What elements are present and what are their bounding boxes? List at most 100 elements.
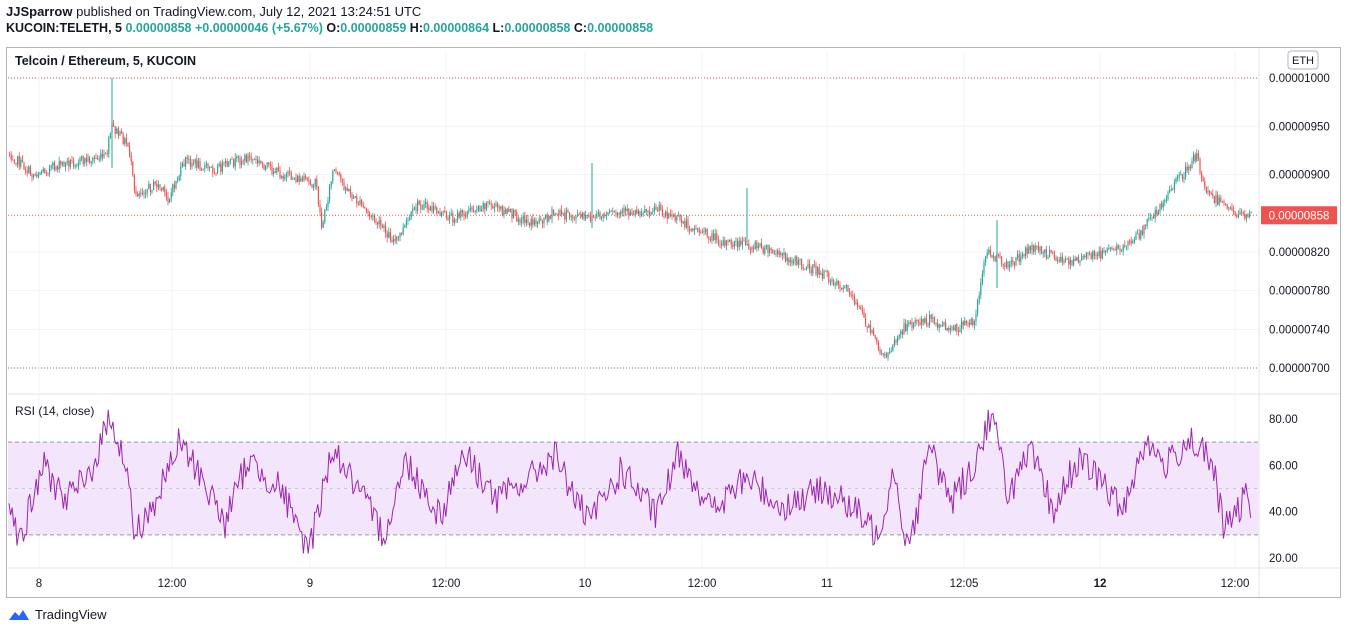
candle-body — [1236, 215, 1238, 217]
candle-body — [546, 214, 548, 222]
candle-body — [642, 212, 644, 214]
candle-body — [127, 143, 129, 146]
candle-body — [604, 214, 606, 216]
candle-body — [89, 157, 91, 163]
candle-body — [847, 285, 849, 292]
candle-body — [10, 154, 12, 160]
publish-info: published on TradingView.com, July 12, 2… — [76, 4, 422, 19]
candle-body — [612, 211, 614, 213]
candle-body — [1177, 176, 1179, 179]
candle-body — [549, 215, 551, 219]
candle-body — [316, 179, 318, 188]
candle-body — [237, 156, 239, 158]
candle-body — [730, 239, 732, 245]
candle-body — [233, 159, 235, 167]
candle-body — [1047, 257, 1049, 259]
candle-body — [343, 182, 345, 190]
candle-body — [1165, 199, 1167, 201]
candle-body — [148, 183, 150, 190]
candle-body — [1073, 258, 1075, 266]
candle-body — [1015, 257, 1017, 266]
candle-body — [1023, 254, 1025, 256]
candle-body — [108, 137, 110, 154]
candle-body — [20, 159, 22, 167]
candle-body — [490, 204, 492, 206]
candle-body — [412, 208, 414, 212]
candle-body — [308, 180, 310, 181]
chart-svg[interactable]: 0.00001000 0.00000950 0.00000900 0.00000820… — [7, 48, 1340, 597]
candle-body — [783, 252, 785, 256]
candle-body — [770, 248, 772, 250]
candle-body — [271, 165, 273, 174]
candle-body — [975, 314, 977, 322]
candle-body — [660, 204, 662, 210]
candle-body — [1151, 216, 1153, 218]
candle-body — [479, 206, 481, 211]
candle-body — [884, 353, 886, 355]
candle-body — [1057, 259, 1059, 261]
candle-body — [1097, 254, 1099, 256]
candle-body — [789, 260, 791, 263]
candle-body — [1226, 204, 1228, 209]
publisher-username[interactable]: JJSparrow — [6, 4, 73, 19]
candle-body — [1242, 212, 1244, 214]
low-value: 0.00000858 — [504, 21, 571, 35]
candle-body — [759, 243, 761, 246]
candle-body — [818, 267, 820, 275]
candle-body — [23, 162, 25, 170]
candle-body — [538, 218, 540, 223]
candle-body — [204, 165, 206, 169]
candle-body — [505, 209, 507, 214]
candle-body — [812, 264, 814, 274]
candle-body — [991, 254, 993, 258]
chart-title: Telcoin / Ethereum, 5, KUCOIN — [15, 54, 196, 68]
price-tick-label: 0.00001000 — [1269, 73, 1330, 85]
candle-body — [221, 162, 223, 172]
candle-body — [684, 221, 686, 228]
candle-body — [367, 210, 369, 214]
candle-body — [634, 209, 636, 215]
candle-body — [562, 212, 564, 215]
candle-body — [626, 208, 628, 211]
candle-body — [285, 173, 287, 177]
candle-body — [325, 206, 327, 210]
candle-body — [306, 177, 308, 181]
currency-badge[interactable] — [1287, 50, 1319, 70]
candle-body — [169, 198, 171, 203]
candle-body — [223, 162, 225, 164]
candle-body — [153, 181, 155, 190]
candle-body — [1087, 252, 1089, 255]
candle-body — [639, 210, 641, 216]
candle-body — [74, 165, 76, 167]
candle-body — [964, 321, 966, 326]
candle-body — [999, 255, 1001, 257]
candle-body — [327, 200, 329, 207]
candle-body — [1130, 240, 1132, 244]
candle-body — [383, 225, 385, 229]
candle-body — [908, 322, 910, 325]
candle-body — [860, 306, 862, 310]
ohlc-summary: KUCOIN:TELETH, 5 0.00000858 +0.00000046 … — [6, 21, 653, 35]
candle-body — [725, 240, 727, 246]
candle-body — [465, 215, 467, 217]
candle-body — [522, 215, 524, 221]
candle-body — [599, 212, 601, 219]
close-label: C: — [573, 21, 588, 35]
candle-body — [866, 326, 868, 328]
candle-body — [741, 240, 743, 245]
candle-body — [521, 220, 523, 223]
candle-body — [809, 264, 811, 270]
candle-body — [317, 187, 319, 205]
candle-body — [93, 157, 95, 159]
candle-body — [733, 242, 735, 247]
candle-body — [53, 162, 55, 170]
candle-body — [865, 317, 867, 327]
candle-body — [25, 169, 27, 171]
candle-body — [172, 184, 174, 193]
candle-body — [236, 156, 238, 159]
candle-body — [551, 209, 553, 219]
footer-brand[interactable]: TradingView — [8, 607, 107, 622]
candle-body — [348, 188, 350, 192]
candle-body — [825, 270, 827, 272]
candle-body — [1041, 246, 1043, 254]
